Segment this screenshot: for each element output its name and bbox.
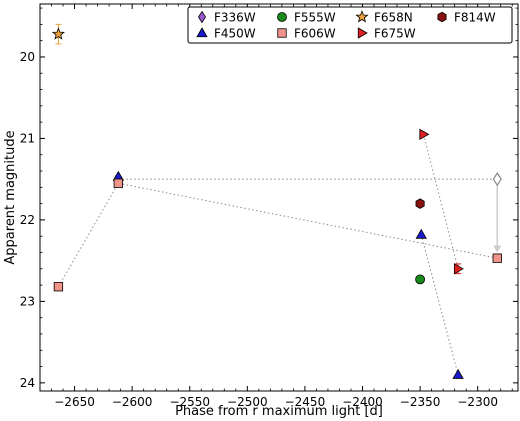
y-tick-label: 24 bbox=[20, 376, 35, 390]
x-tick-label: −2600 bbox=[112, 395, 153, 409]
connector-line bbox=[57, 182, 498, 287]
x-tick-label: −2350 bbox=[400, 395, 441, 409]
legend-label: F675W bbox=[374, 27, 416, 41]
point-f606w bbox=[492, 253, 502, 263]
legend-marker bbox=[437, 11, 447, 23]
x-tick-label: −2400 bbox=[342, 395, 383, 409]
point-f555w bbox=[415, 274, 425, 285]
y-tick-label: 23 bbox=[20, 294, 35, 308]
y-axis-title: Apparent magnitude bbox=[3, 130, 18, 264]
point-f450w bbox=[452, 368, 464, 379]
point-f675w bbox=[419, 128, 430, 141]
legend-label: F450W bbox=[214, 27, 256, 41]
point-f675w bbox=[453, 263, 464, 275]
axis-ticks: −2650 −2600 −2550 −2500 −2450 −2400 −2350 −2300… bbox=[20, 4, 518, 409]
legend-marker bbox=[196, 27, 208, 38]
point-open-diamond bbox=[492, 172, 502, 187]
x-tick-label: −2650 bbox=[54, 395, 95, 409]
connector-line bbox=[420, 234, 459, 375]
y-tick-label: 21 bbox=[20, 131, 35, 145]
arrow-layer bbox=[493, 185, 502, 253]
y-tick-label: 20 bbox=[20, 50, 35, 64]
x-axis-title: Phase from r maximum light [d] bbox=[175, 404, 383, 419]
legend-label: F555W bbox=[294, 11, 336, 25]
x-tick-label: −2450 bbox=[285, 395, 326, 409]
point-f606w bbox=[113, 178, 123, 188]
legend-label: F336W bbox=[214, 11, 256, 25]
x-tick-label: −2550 bbox=[169, 395, 210, 409]
connector-lines bbox=[57, 134, 498, 375]
legend: F336W F450W F555W F606W F658N F675W F814W bbox=[187, 6, 513, 44]
legend-marker bbox=[277, 28, 287, 38]
legend-label: F606W bbox=[294, 27, 336, 41]
arrow-head bbox=[493, 245, 502, 253]
legend-box bbox=[187, 6, 513, 44]
data-points bbox=[51, 23, 502, 379]
legend-marker bbox=[198, 10, 206, 24]
legend-label: F814W bbox=[454, 11, 496, 25]
connector-line bbox=[423, 134, 459, 269]
x-tick-label: −2500 bbox=[227, 395, 268, 409]
legend-label: F658N bbox=[374, 11, 413, 25]
plot-frame bbox=[39, 3, 519, 392]
point-f658n bbox=[51, 27, 65, 40]
point-f814w bbox=[415, 198, 425, 209]
point-f450w bbox=[415, 228, 427, 239]
y-tick-label: 22 bbox=[20, 213, 35, 227]
legend-marker bbox=[355, 10, 369, 23]
legend-marker bbox=[277, 12, 287, 22]
x-tick-label: −2300 bbox=[457, 395, 498, 409]
legend-marker bbox=[357, 27, 368, 39]
point-f606w bbox=[53, 282, 64, 292]
